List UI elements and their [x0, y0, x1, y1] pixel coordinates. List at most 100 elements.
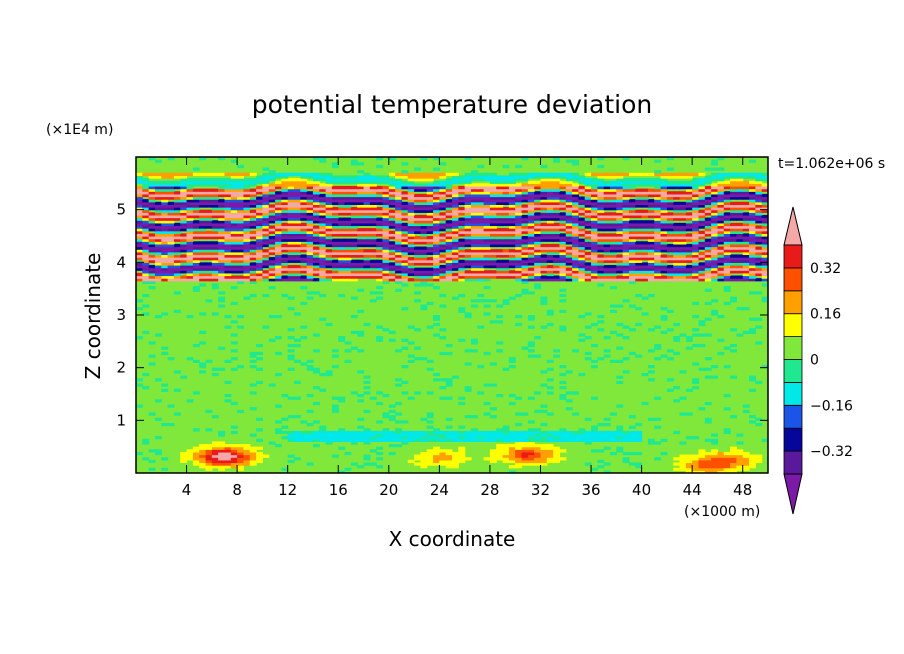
field-cell — [584, 357, 592, 361]
field-cell — [565, 178, 573, 182]
field-cell — [666, 272, 674, 277]
field-cell — [388, 222, 396, 227]
field-cell — [262, 228, 270, 232]
field-cell — [565, 254, 573, 258]
field-cell — [325, 278, 333, 282]
field-cell — [306, 193, 314, 198]
field-cell — [148, 362, 156, 366]
field-cell — [312, 228, 320, 232]
field-cell — [192, 220, 200, 224]
field-cell — [717, 220, 725, 224]
field-cell — [287, 296, 295, 300]
field-cell — [136, 175, 143, 179]
field-cell — [749, 207, 756, 211]
field-cell — [527, 236, 535, 240]
field-cell — [685, 257, 693, 261]
field-cell — [572, 188, 579, 192]
field-cell — [331, 438, 339, 442]
field-cell — [452, 236, 459, 240]
field-cell — [553, 183, 561, 187]
field-cell — [331, 220, 339, 224]
field-cell — [445, 228, 453, 232]
field-cell — [685, 246, 693, 250]
field-cell — [458, 193, 466, 198]
field-cell — [439, 225, 447, 229]
field-cell — [521, 280, 529, 284]
field-cell — [287, 243, 295, 248]
field-cell — [338, 246, 346, 250]
field-cell — [376, 180, 384, 184]
field-cell — [256, 417, 263, 421]
field-cell — [730, 178, 737, 182]
field-cell — [698, 217, 706, 221]
field-cell — [325, 436, 333, 440]
field-cell — [584, 199, 592, 203]
field-cell — [363, 243, 371, 248]
field-cell — [603, 272, 611, 277]
field-cell — [331, 201, 339, 205]
field-cell — [306, 291, 314, 295]
field-cell — [300, 420, 308, 424]
field-cell — [211, 199, 219, 203]
field-cell — [711, 209, 719, 213]
field-cell — [647, 275, 655, 279]
field-cell — [546, 454, 554, 458]
field-cell — [312, 204, 320, 208]
field-cell — [515, 436, 523, 440]
field-cell — [654, 343, 662, 348]
field-cell — [711, 191, 719, 195]
field-cell — [622, 278, 630, 282]
field-cell — [325, 207, 333, 211]
field-cell — [199, 370, 207, 374]
field-cell — [603, 228, 611, 232]
field-cell — [559, 249, 567, 253]
field-cell — [521, 449, 529, 453]
field-cell — [205, 275, 213, 279]
field-cell — [161, 254, 169, 258]
field-cell — [294, 275, 301, 279]
field-cell — [287, 328, 295, 332]
field-cell — [376, 238, 384, 242]
field-cell — [736, 264, 744, 269]
field-cell — [199, 209, 207, 213]
field-cell — [717, 249, 725, 253]
field-cell — [679, 462, 687, 466]
field-cell — [540, 185, 548, 190]
field-cell — [161, 180, 169, 184]
field-cell — [521, 183, 529, 187]
field-cell — [597, 225, 605, 229]
field-cell — [426, 462, 434, 466]
field-cell — [344, 201, 352, 205]
field-cell — [742, 185, 750, 190]
field-cell — [717, 275, 725, 279]
field-cell — [224, 462, 232, 466]
field-cell — [742, 272, 750, 277]
field-cell — [161, 243, 169, 248]
field-cell — [534, 428, 542, 432]
field-cell — [369, 259, 377, 263]
field-cell — [369, 272, 377, 277]
field-cell — [363, 428, 371, 432]
field-cell — [363, 204, 371, 208]
field-cell — [319, 425, 327, 429]
field-cell — [578, 259, 586, 263]
field-cell — [470, 436, 478, 440]
field-cell — [281, 204, 289, 208]
field-cell — [616, 214, 624, 219]
field-cell — [249, 214, 257, 219]
field-cell — [755, 259, 763, 263]
field-cell — [306, 267, 314, 271]
field-cell — [749, 183, 756, 187]
field-cell — [610, 251, 617, 256]
field-cell — [515, 225, 523, 229]
field-cell — [388, 199, 396, 203]
field-cell — [148, 270, 156, 274]
field-cell — [180, 264, 188, 269]
field-cell — [635, 251, 643, 256]
field-cell — [730, 243, 737, 248]
field-cell — [628, 433, 636, 437]
field-cell — [730, 375, 737, 379]
field-cell — [281, 212, 289, 216]
field-cell — [388, 275, 396, 279]
field-cell — [275, 251, 282, 256]
